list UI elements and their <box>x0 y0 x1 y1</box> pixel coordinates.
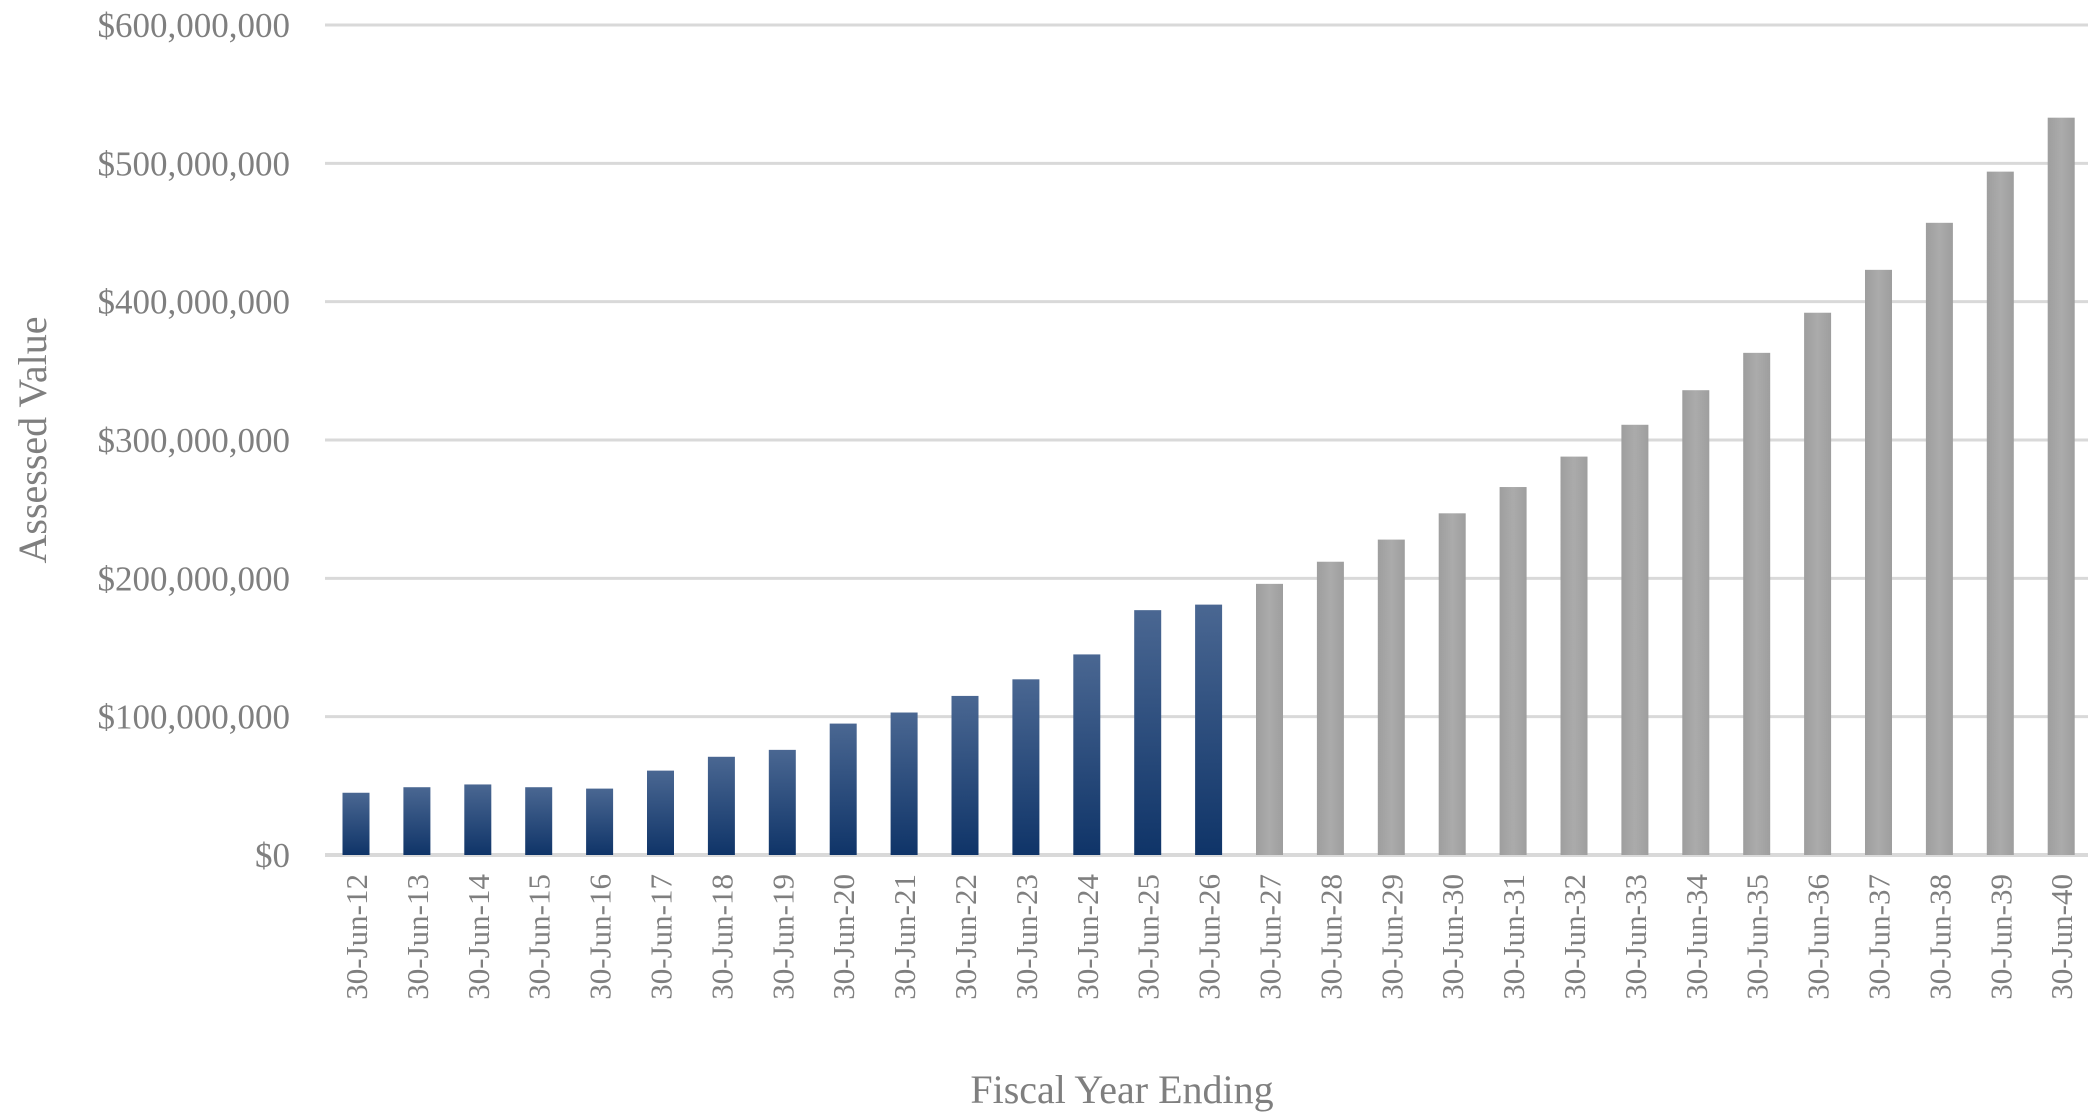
bar-30-Jun-20 <box>829 723 857 855</box>
x-axis-label: Fiscal Year Ending <box>970 1067 1273 1112</box>
x-tick-label: 30-Jun-38 <box>1922 874 1957 1000</box>
x-tick-label: 30-Jun-21 <box>887 874 922 1000</box>
bar-30-Jun-15 <box>525 787 553 855</box>
y-axis-label: Assessed Value <box>10 316 55 563</box>
bar-30-Jun-16 <box>586 788 614 855</box>
x-tick-label: 30-Jun-29 <box>1374 874 1409 1000</box>
bar-30-Jun-36 <box>1804 312 1832 855</box>
bar-30-Jun-33 <box>1621 424 1649 855</box>
y-tick-label: $400,000,000 <box>98 283 291 322</box>
bar-30-Jun-19 <box>768 749 796 855</box>
x-tick-label: 30-Jun-35 <box>1740 874 1775 1000</box>
x-tick-label: 30-Jun-19 <box>765 874 800 1000</box>
bar-30-Jun-38 <box>1925 222 1953 856</box>
bar-30-Jun-26 <box>1195 604 1223 855</box>
x-tick-label: 30-Jun-20 <box>826 874 861 1000</box>
bar-30-Jun-35 <box>1743 352 1771 855</box>
x-tick-label: 30-Jun-22 <box>948 874 983 1000</box>
y-tick-label: $0 <box>255 836 290 875</box>
y-tick-label: $200,000,000 <box>98 559 291 598</box>
bar-30-Jun-14 <box>464 784 492 855</box>
bar-30-Jun-31 <box>1499 487 1527 855</box>
x-tick-label: 30-Jun-39 <box>1983 874 2018 1000</box>
y-tick-label: $600,000,000 <box>98 6 291 45</box>
bar-30-Jun-22 <box>951 695 979 855</box>
x-tick-label: 30-Jun-28 <box>1313 874 1348 1000</box>
x-tick-label: 30-Jun-34 <box>1679 874 1714 1000</box>
x-tick-label: 30-Jun-18 <box>704 874 739 1000</box>
bar-30-Jun-13 <box>403 787 431 855</box>
x-tick-label: 30-Jun-36 <box>1801 874 1836 1000</box>
x-tick-label: 30-Jun-24 <box>1070 874 1105 1000</box>
y-tick-label: $100,000,000 <box>98 698 291 737</box>
bar-30-Jun-25 <box>1134 610 1162 855</box>
x-tick-label: 30-Jun-26 <box>1192 874 1227 1000</box>
bar-30-Jun-17 <box>647 770 674 855</box>
bar-30-Jun-27 <box>1256 583 1283 855</box>
bars <box>342 117 2075 856</box>
bar-30-Jun-32 <box>1560 456 1588 855</box>
bar-30-Jun-29 <box>1377 539 1405 855</box>
gridlines <box>325 23 2088 857</box>
x-tick-label: 30-Jun-37 <box>1862 874 1897 1000</box>
bar-30-Jun-40 <box>2047 117 2075 855</box>
x-tick-label: 30-Jun-40 <box>2044 874 2079 1000</box>
bar-30-Jun-30 <box>1438 513 1466 855</box>
bar-30-Jun-24 <box>1073 654 1101 855</box>
x-tick-label: 30-Jun-14 <box>461 874 496 1000</box>
x-axis-ticks: 30-Jun-12 30-Jun-13 30-Jun-14 30-Jun-15 30-J… <box>339 874 2079 1000</box>
x-tick-label: 30-Jun-31 <box>1496 874 1531 1000</box>
x-tick-label: 30-Jun-13 <box>400 874 435 1000</box>
x-tick-label: 30-Jun-15 <box>522 874 557 1000</box>
x-tick-label: 30-Jun-17 <box>644 874 679 1000</box>
bar-30-Jun-12 <box>342 792 370 855</box>
x-tick-label: 30-Jun-27 <box>1253 874 1288 1000</box>
x-tick-label: 30-Jun-30 <box>1435 874 1470 1000</box>
y-axis-ticks: $0 $100,000,000 $200,000,000 $300,000,000 $4… <box>98 6 291 875</box>
bar-30-Jun-21 <box>890 712 918 855</box>
x-tick-label: 30-Jun-12 <box>339 874 374 1000</box>
bar-30-Jun-18 <box>707 756 735 855</box>
x-tick-label: 30-Jun-32 <box>1557 874 1592 1000</box>
x-tick-label: 30-Jun-23 <box>1009 874 1044 1000</box>
y-tick-label: $500,000,000 <box>98 144 291 183</box>
x-tick-label: 30-Jun-33 <box>1618 874 1653 1000</box>
x-tick-label: 30-Jun-16 <box>583 874 618 1000</box>
x-tick-label: 30-Jun-25 <box>1131 874 1166 1000</box>
bar-30-Jun-37 <box>1865 269 1892 856</box>
bar-30-Jun-28 <box>1316 561 1344 855</box>
y-tick-label: $300,000,000 <box>98 421 291 460</box>
bar-30-Jun-34 <box>1682 390 1710 855</box>
bar-30-Jun-39 <box>1986 171 2014 856</box>
bar-30-Jun-23 <box>1012 679 1040 855</box>
